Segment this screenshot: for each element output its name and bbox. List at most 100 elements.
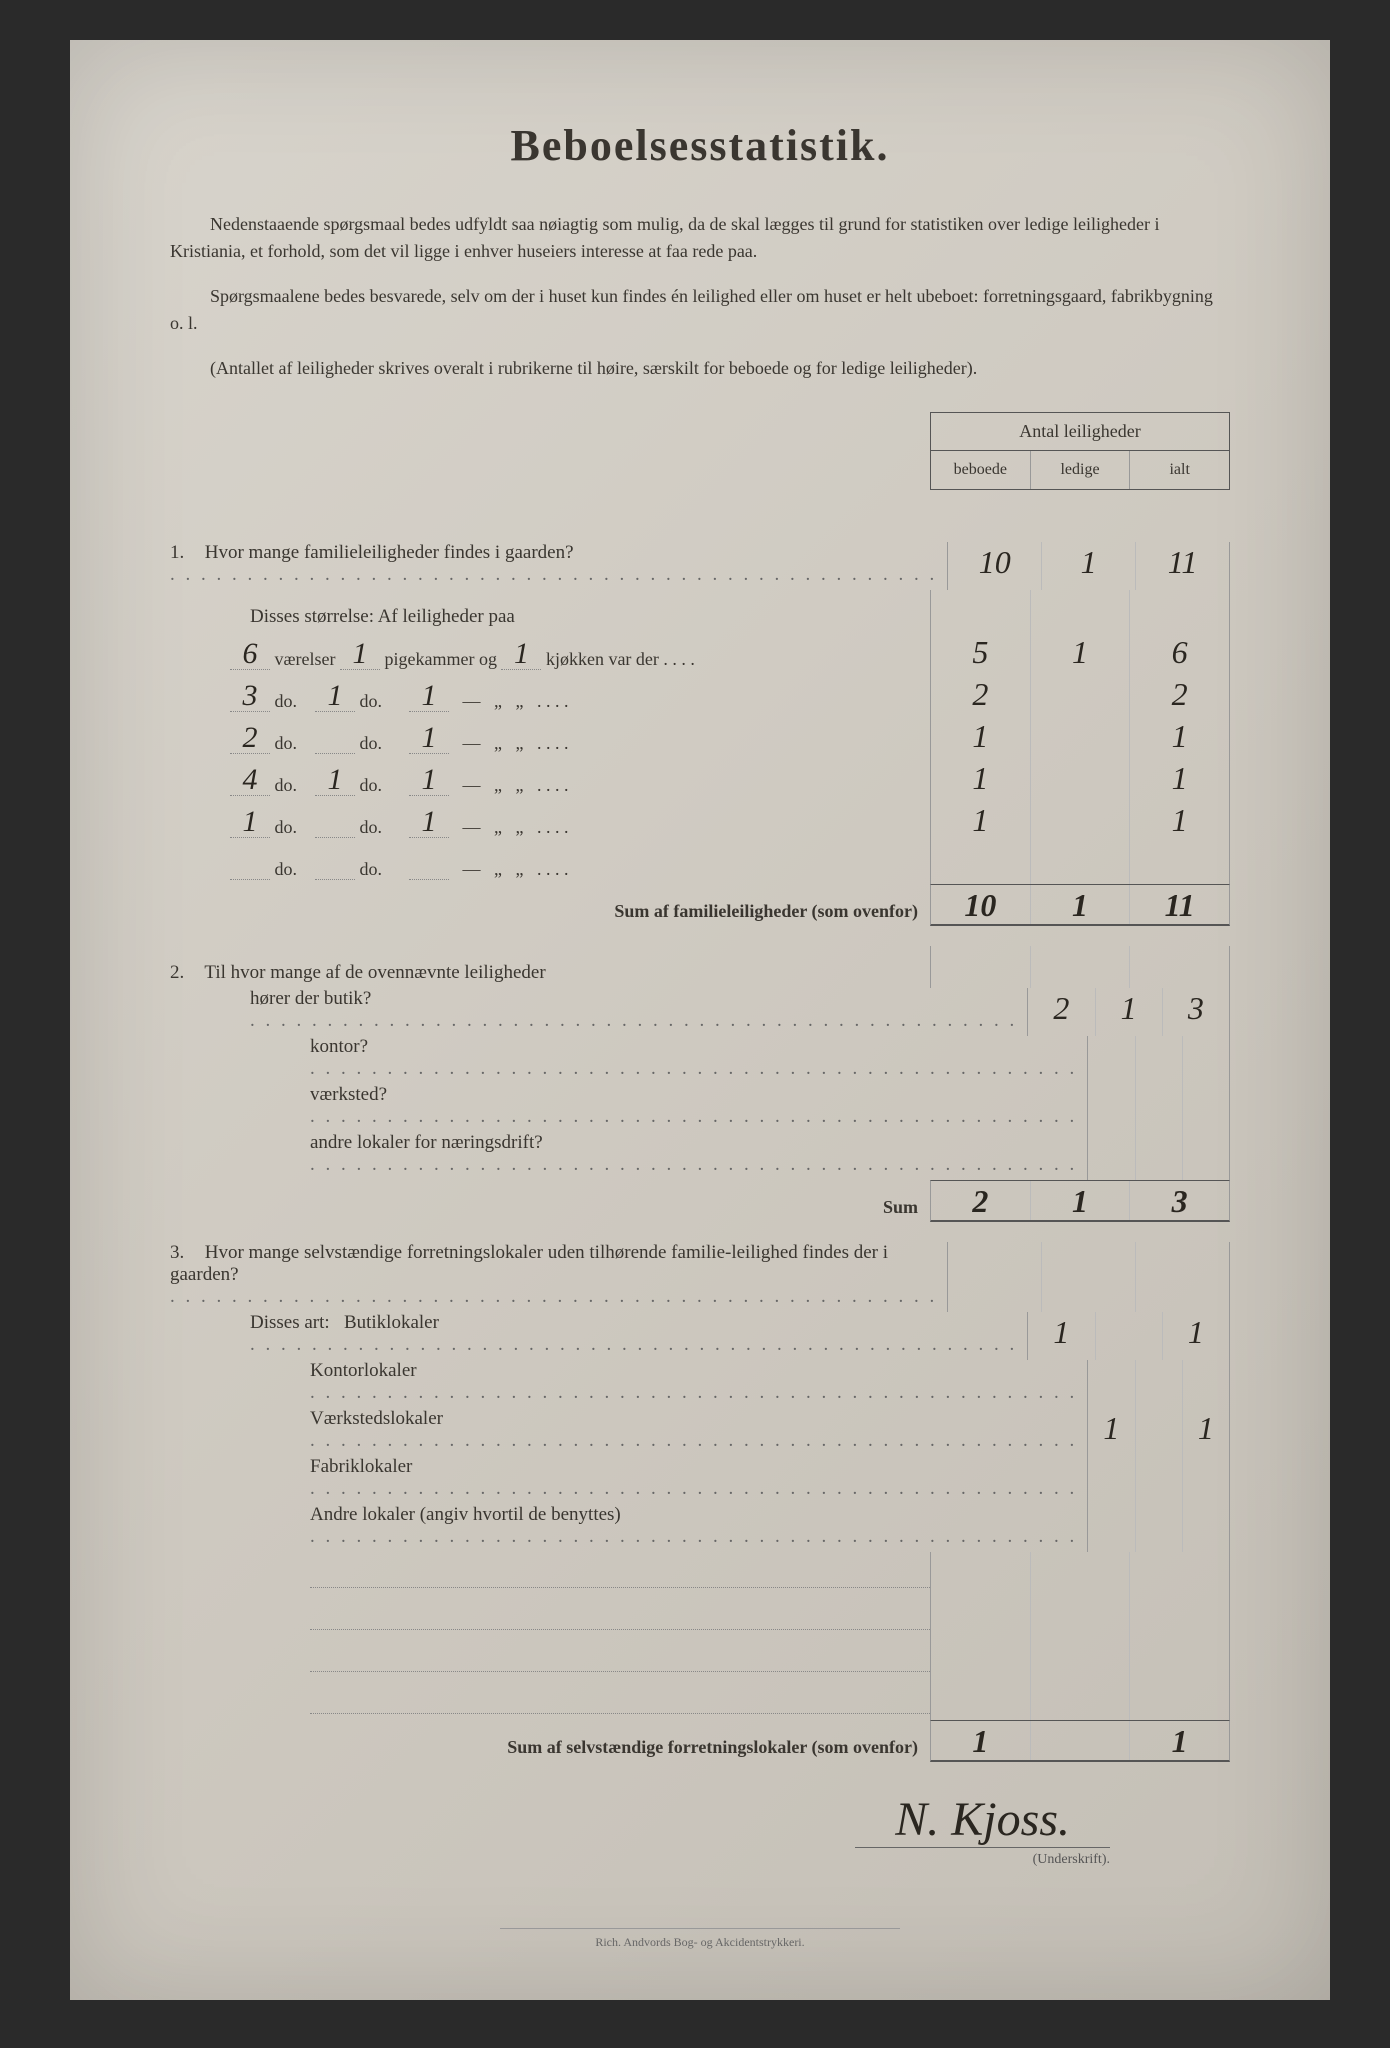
signature-caption: (Underskrift).	[170, 1852, 1110, 1868]
question-3: 3. Hvor mange selvstændige forretningslo…	[170, 1242, 1230, 1762]
q1-r2-p	[315, 753, 355, 754]
q1-r0-c2: 6	[1130, 632, 1229, 674]
col-header-beboede: beboede	[931, 451, 1031, 489]
q2-r0-c0: 2	[1028, 988, 1095, 1036]
q2-r0-c2: 3	[1163, 988, 1229, 1036]
q1-r3-p: 1	[315, 765, 355, 796]
q1-r3-v: 4	[230, 765, 270, 796]
q1-beboede: 10	[948, 542, 1042, 590]
q2-r3-c2	[1183, 1132, 1229, 1180]
blank-line	[310, 1642, 930, 1672]
q3-r1-c0	[1088, 1360, 1135, 1408]
q2-sum-0: 2	[931, 1181, 1031, 1220]
q1-r5-p	[315, 879, 355, 880]
q2-r3-label: andre lokaler for næringsdrift?	[310, 1132, 543, 1153]
q1-r1-c2: 2	[1130, 674, 1229, 716]
column-header-block: Antal leiligheder beboede ledige ialt	[930, 412, 1230, 490]
q3-r2-c2: 1	[1183, 1408, 1229, 1456]
q1-r2-k: 1	[409, 723, 449, 754]
q1-r1-v: 3	[230, 681, 270, 712]
q2-r2-label: værksted?	[310, 1084, 387, 1105]
q1-r5-c1	[1031, 842, 1131, 884]
q1-r3-k: 1	[409, 765, 449, 796]
q1-label: Hvor mange familieleiligheder findes i g…	[205, 542, 574, 563]
q1-r2-c1	[1031, 716, 1131, 758]
q1-r4-c0: 1	[931, 800, 1031, 842]
q1-sum-2: 11	[1130, 885, 1229, 924]
q1-r3-c0: 1	[931, 758, 1031, 800]
col-header-ialt: ialt	[1130, 451, 1229, 489]
q3-c0	[948, 1242, 1042, 1312]
q1-r5-c0	[931, 842, 1031, 884]
blank-line	[310, 1558, 930, 1588]
q1-sizes-label: Disses størrelse: Af leiligheder paa	[170, 606, 930, 632]
intro-para-3: (Antallet af leiligheder skrives overalt…	[170, 355, 1230, 382]
q3-r4-c1	[1136, 1504, 1183, 1552]
q1-r0-vaerelser: 6	[230, 639, 270, 670]
q2-sum-2: 3	[1130, 1181, 1229, 1220]
q3-r3-label: Fabriklokaler	[310, 1456, 412, 1477]
q3-sum-0: 1	[931, 1721, 1031, 1760]
q1-r2-c0: 1	[931, 716, 1031, 758]
q2-r0-c1: 1	[1096, 988, 1163, 1036]
blank-line	[310, 1600, 930, 1630]
q1-r5-v	[230, 879, 270, 880]
q1-sum-1: 1	[1031, 885, 1131, 924]
q3-sum-label: Sum af selvstændige forretningslokaler (…	[507, 1737, 918, 1757]
intro-para-1: Nedenstaaende spørgsmaal bedes udfyldt s…	[170, 211, 1230, 265]
q1-sum-0: 10	[931, 885, 1031, 924]
q3-c1	[1042, 1242, 1136, 1312]
q3-r2-label: Værkstedslokaler	[310, 1408, 443, 1429]
q3-r3-c0	[1088, 1456, 1135, 1504]
intro-text-2: Spørgsmaalene bedes besvarede, selv om d…	[170, 286, 1213, 333]
page-title: Beboelsesstatistik.	[170, 120, 1230, 171]
intro-para-2: Spørgsmaalene bedes besvarede, selv om d…	[170, 283, 1230, 337]
q1-r3-c2: 1	[1130, 758, 1229, 800]
q3-sum-2: 1	[1130, 1721, 1229, 1760]
q3-r2-c1	[1136, 1408, 1183, 1456]
q3-r4-c0	[1088, 1504, 1135, 1552]
q3-c2	[1136, 1242, 1229, 1312]
q3-r0-c0: 1	[1028, 1312, 1095, 1360]
q3-r1-c1	[1136, 1360, 1183, 1408]
q3-r1-c2	[1183, 1360, 1229, 1408]
q3-sum-1	[1031, 1721, 1131, 1760]
q1-ledige: 1	[1042, 542, 1136, 590]
q2-r1-c2	[1183, 1036, 1229, 1084]
q3-r3-c1	[1136, 1456, 1183, 1504]
q1-r5-c2	[1130, 842, 1229, 884]
q1-r4-k: 1	[409, 807, 449, 838]
signature-block: N. Kjoss. (Underskrift).	[170, 1792, 1230, 1868]
q2-r2-c0	[1088, 1084, 1135, 1132]
q1-r0-pige: 1	[340, 639, 380, 670]
signature-text: N. Kjoss.	[855, 1792, 1110, 1848]
q1-r1-k: 1	[409, 681, 449, 712]
q1-r5-k	[409, 879, 449, 880]
q1-r0-c1: 1	[1031, 632, 1131, 674]
q2-sum-1: 1	[1031, 1181, 1131, 1220]
form-table: Antal leiligheder beboede ledige ialt 1.…	[170, 412, 1230, 1762]
q1-sum-label: Sum af familieleiligheder (som ovenfor)	[614, 901, 918, 921]
blank-line	[310, 1684, 930, 1714]
q3-r4-c2	[1183, 1504, 1229, 1552]
q2-label: Til hvor mange af de ovennævnte leilighe…	[204, 962, 545, 983]
q3-r0-c2: 1	[1163, 1312, 1229, 1360]
q1-r3-c1	[1031, 758, 1131, 800]
q1-r2-c2: 1	[1130, 716, 1229, 758]
q1-r1-p: 1	[315, 681, 355, 712]
q1-r1-c1	[1031, 674, 1131, 716]
intro-text-3: (Antallet af leiligheder skrives overalt…	[210, 358, 977, 378]
question-1: 1. Hvor mange familieleiligheder findes …	[170, 542, 1230, 926]
q3-r0-c1	[1096, 1312, 1163, 1360]
q2-r1-label: kontor?	[310, 1036, 368, 1057]
question-2: 2. Til hvor mange af de ovennævnte leili…	[170, 946, 1230, 1222]
q1-r4-c1	[1031, 800, 1131, 842]
q3-r1-label: Kontorlokaler	[310, 1360, 417, 1381]
q2-r2-c1	[1136, 1084, 1183, 1132]
q3-r4-label: Andre lokaler (angiv hvortil de benyttes…	[310, 1504, 621, 1525]
document-page: Beboelsesstatistik. Nedenstaaende spørgs…	[70, 40, 1330, 2000]
q1-r0-c0: 5	[931, 632, 1031, 674]
q1-r1-c0: 2	[931, 674, 1031, 716]
q1-ialt: 11	[1136, 542, 1229, 590]
q3-art-label: Disses art:	[250, 1312, 330, 1333]
